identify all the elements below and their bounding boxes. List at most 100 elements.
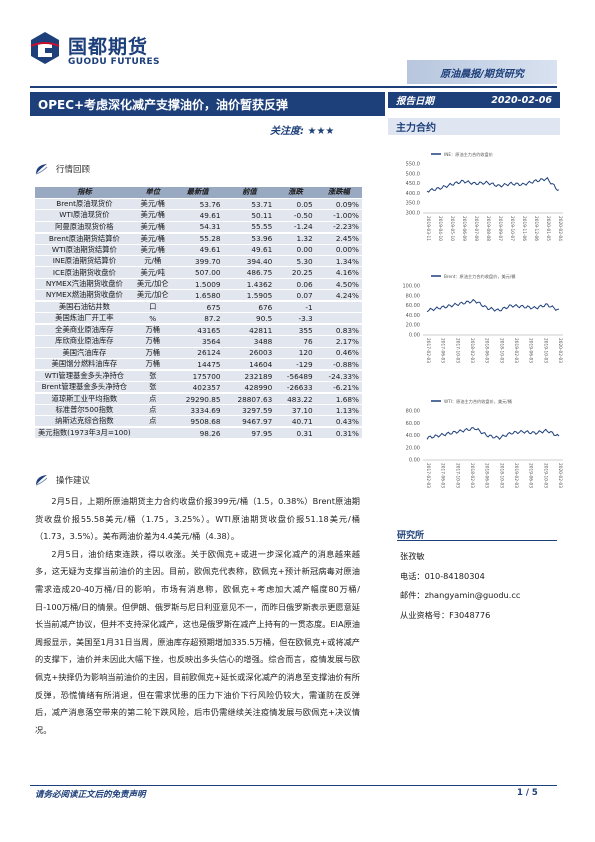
- x-tick-label: 2017-10-03: [454, 338, 460, 363]
- x-tick-label: 2019-12-06: [533, 216, 539, 241]
- table-cell: 43165: [171, 324, 224, 337]
- table-cell: 54.31: [171, 221, 224, 234]
- table-cell: [315, 312, 362, 326]
- table-cell: 55.55: [223, 221, 276, 234]
- table-cell: 美元/加仑: [133, 289, 172, 303]
- x-tick-label: 2019-08-08: [485, 216, 491, 241]
- x-tick-label: 2017-02-03: [425, 463, 431, 488]
- table-row: 全美商业原油库存 万桶 43165 42811 355 0.83%: [35, 324, 362, 337]
- table-cell: NYMEX汽油期货收盘价: [35, 278, 134, 291]
- table-cell: -0.50: [275, 209, 316, 222]
- table-cell: 0.83%: [315, 324, 362, 337]
- table-cell: 53.96: [223, 232, 276, 245]
- table-cell: 1.34%: [315, 255, 362, 268]
- y-tick-label: 20.00: [406, 323, 420, 329]
- x-tick-label: 2019-05-10: [449, 216, 455, 241]
- x-tick-label: 2017-06-03: [440, 338, 446, 363]
- table-cell: 2.45%: [315, 232, 362, 245]
- table-cell: 万桶: [133, 347, 172, 360]
- table-cell: Brent原油现货价: [35, 198, 134, 211]
- footer-divider: [30, 785, 557, 786]
- table-cell: 97.95: [223, 427, 276, 440]
- table-cell: 232189: [223, 370, 276, 382]
- logo-text-en: GUODU FUTURES: [68, 57, 160, 67]
- table-cell: 90.5: [223, 312, 276, 326]
- table-cell: -1: [275, 301, 316, 314]
- y-tick-label: 40.00: [406, 433, 420, 439]
- table-cell: 4.24%: [315, 289, 362, 303]
- table-cell: 万桶: [133, 358, 172, 371]
- table-row: 标准普尔500指数点 3334.69 3297.59 37.10 1.13%: [35, 404, 362, 417]
- table-cell: 40.71: [275, 415, 316, 429]
- disclaimer-note: 请务必阅读正文后的免责声明: [35, 790, 146, 800]
- table-cell: 纳斯达克综合指数: [35, 415, 134, 429]
- attention-rating: 关注度: ★★★: [270, 122, 334, 137]
- table-row: Brent原油现货价 美元/桶 53.76 53.71 0.05 0.09%: [35, 198, 362, 211]
- table-cell: 29290.85: [171, 393, 224, 405]
- table-cell: 美元/桶: [133, 209, 172, 222]
- x-tick-label: 2019-06-03: [528, 338, 534, 363]
- table-cell: 0.31%: [315, 427, 362, 440]
- table-row: Brent原油期货结算价 美元/桶 55.28 53.96 1.32 2.45%: [35, 232, 362, 245]
- table-cell: 0.06: [275, 278, 316, 291]
- table-cell: 美元/加仑: [133, 278, 172, 291]
- table-cell: 49.61: [171, 244, 224, 257]
- table-cell: 98.26: [171, 427, 224, 440]
- table-row: 纳斯达克综合指数点 9508.68 9467.97 40.71 0.43%: [35, 415, 362, 429]
- y-tick-label: 20.00: [406, 445, 420, 451]
- report-date: 2020-02-06: [491, 94, 552, 106]
- table-cell: 全美商业原油库存: [35, 324, 134, 337]
- x-tick-label: 2018-02-03: [469, 463, 475, 488]
- table-cell: 点: [133, 393, 172, 405]
- table-header: 前值: [223, 187, 276, 199]
- x-tick-label: 2018-10-03: [498, 338, 504, 363]
- table-cell: 点: [133, 415, 172, 429]
- y-tick-label: 80.00: [406, 409, 420, 415]
- table-row: WTI管理基金多头净持仓张 175700 232189 -56489 -24.33%: [35, 370, 362, 382]
- attention-label: 关注度:: [270, 126, 304, 137]
- table-cell: 张: [133, 370, 172, 382]
- table-cell: 486.75: [223, 266, 276, 279]
- table-cell: -26633: [275, 381, 316, 394]
- table-cell: 3488: [223, 335, 276, 348]
- table-cell: 2.17%: [315, 335, 362, 348]
- x-tick-label: 2019-04-10: [437, 216, 443, 241]
- table-cell: 库欣商业原油库存: [35, 335, 134, 348]
- x-tick-label: 2019-02-03: [513, 338, 519, 363]
- section-bullet-icon: [35, 164, 48, 175]
- header-divider: [30, 86, 557, 88]
- researcher-phone: 电话：010-84180304: [400, 570, 485, 581]
- table-cell: 14604: [223, 358, 276, 371]
- table-cell: 50.11: [223, 209, 276, 222]
- table-cell: 676: [223, 301, 276, 314]
- table-cell: 49.61: [223, 244, 276, 257]
- researcher-email[interactable]: 邮件：zhangyamin@guodu.cc: [400, 590, 521, 600]
- table-cell: 美元/桶: [133, 221, 172, 234]
- report-body: 2月5日，上期所原油期货主力合约收盘价报399元/桶（1.5，0.38%）Bre…: [35, 493, 360, 739]
- table-cell: 1.5009: [171, 278, 224, 291]
- report-date-bar: 报告日期 2020-02-06: [388, 92, 560, 108]
- table-row: 美国馏分燃料油库存 万桶 14475 14604 -129 -0.88%: [35, 358, 362, 371]
- table-cell: 0.00%: [315, 244, 362, 257]
- x-tick-label: 2019-11-06: [521, 216, 527, 241]
- table-cell: 美国汽油库存: [35, 347, 134, 360]
- table-cell: 394.40: [223, 255, 276, 268]
- wti-price-chart: WTI：原油主力合约收盘价，美元/桶 80.00 60.00 40.00 20.00 0.…: [393, 395, 568, 505]
- report-title: OPEC+考虑深化减产支撑油价，油价暂获反弹: [30, 92, 385, 116]
- y-tick-label: 80.00: [406, 293, 420, 299]
- researcher-license: 从业资格号：F3048776: [400, 609, 491, 620]
- table-cell: 美元/桶: [133, 244, 172, 257]
- table-cell: 道琼斯工业平均指数: [35, 393, 134, 405]
- table-cell: -56489: [275, 370, 316, 382]
- table-cell: NYMEX燃油期货收盘价: [35, 289, 134, 303]
- x-tick-label: 2017-10-03: [454, 463, 460, 488]
- table-cell: 4.50%: [315, 278, 362, 291]
- table-cell: 0.43%: [315, 415, 362, 429]
- table-cell: 53.71: [223, 198, 276, 211]
- table-cell: 399.70: [171, 255, 224, 268]
- table-cell: -0.88%: [315, 358, 362, 371]
- x-tick-label: 2018-10-03: [498, 463, 504, 488]
- market-review-section-head: 行情回顾: [35, 163, 90, 175]
- market-review-heading: 行情回顾: [56, 165, 91, 175]
- table-row: 美国石油钻井数口 675 676 -1: [35, 301, 362, 314]
